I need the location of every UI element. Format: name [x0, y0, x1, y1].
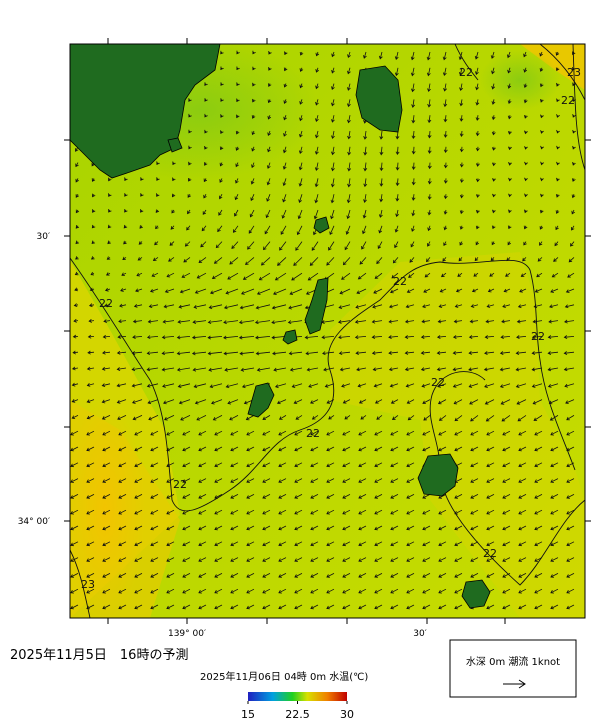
lat-label: 34° 00′ — [18, 517, 50, 527]
legend-text: 水深 0m 潮流 1knot — [466, 655, 560, 668]
contour-label: 22 — [483, 547, 497, 560]
contour-label: 22 — [306, 427, 320, 440]
contour-label: 23 — [567, 66, 581, 79]
colorbar-label: 22.5 — [285, 708, 310, 721]
map-area — [70, 44, 585, 618]
contour-label: 22 — [431, 376, 445, 389]
forecast-title: 2025年11月5日 16時の予測 — [10, 648, 188, 663]
tick-marks — [64, 38, 591, 624]
map-ticks — [64, 38, 591, 624]
colorbar-label: 30 — [340, 708, 354, 721]
colorbar — [248, 692, 347, 701]
contour-label: 22 — [459, 66, 473, 79]
contour-label: 23 — [81, 578, 95, 591]
legend-box — [449, 639, 577, 698]
contour-label: 22 — [561, 94, 575, 107]
forecast-subtitle: 2025年11月06日 04時 0m 水温(℃) — [200, 670, 368, 683]
legend-arrow — [503, 679, 526, 689]
colorbar-label: 15 — [241, 708, 255, 721]
contour-label: 22 — [99, 297, 113, 310]
contour-label: 22 — [393, 275, 407, 288]
contour-label: 22 — [173, 478, 187, 491]
lon-label: 30′ — [413, 629, 427, 639]
lat-label: 30′ — [37, 232, 51, 242]
contour-label: 22 — [531, 330, 545, 343]
land — [70, 44, 491, 609]
lon-label: 139° 00′ — [168, 629, 206, 639]
